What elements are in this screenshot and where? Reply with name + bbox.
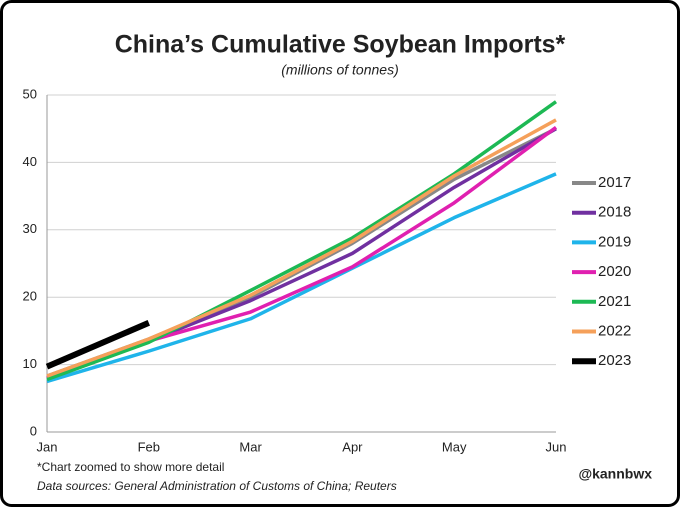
- series-line: [45, 320, 150, 370]
- x-tick-label: Feb: [138, 439, 160, 454]
- legend-label: 2020: [598, 263, 631, 280]
- legend-label: 2023: [598, 352, 631, 369]
- x-tick-label: Jan: [37, 439, 58, 454]
- x-tick-label: May: [442, 439, 467, 454]
- y-tick-label: 30: [23, 221, 37, 236]
- x-tick-label: Apr: [342, 439, 363, 454]
- chart-subtitle: (millions of tonnes): [281, 62, 399, 78]
- legend-label: 2017: [598, 174, 631, 191]
- legend-label: 2018: [598, 204, 631, 221]
- x-tick-label: Mar: [239, 439, 262, 454]
- series-line: [46, 118, 557, 378]
- y-tick-label: 40: [23, 154, 37, 169]
- y-tick-label: 20: [23, 289, 37, 304]
- y-tick-label: 10: [23, 356, 37, 371]
- legend-label: 2022: [598, 322, 631, 339]
- series-line: [46, 100, 558, 382]
- series-line: [46, 172, 557, 384]
- credit: @kannbwx: [578, 466, 652, 482]
- y-tick-label: 0: [30, 423, 37, 438]
- y-tick-label: 50: [23, 86, 37, 101]
- chart-title: China’s Cumulative Soybean Imports*: [115, 31, 566, 59]
- legend-label: 2019: [598, 233, 631, 250]
- legend-label: 2021: [598, 293, 631, 310]
- footnote: Data sources: General Administration of …: [37, 479, 397, 493]
- footnote: *Chart zoomed to show more detail: [37, 460, 224, 474]
- x-tick-label: Jun: [546, 439, 567, 454]
